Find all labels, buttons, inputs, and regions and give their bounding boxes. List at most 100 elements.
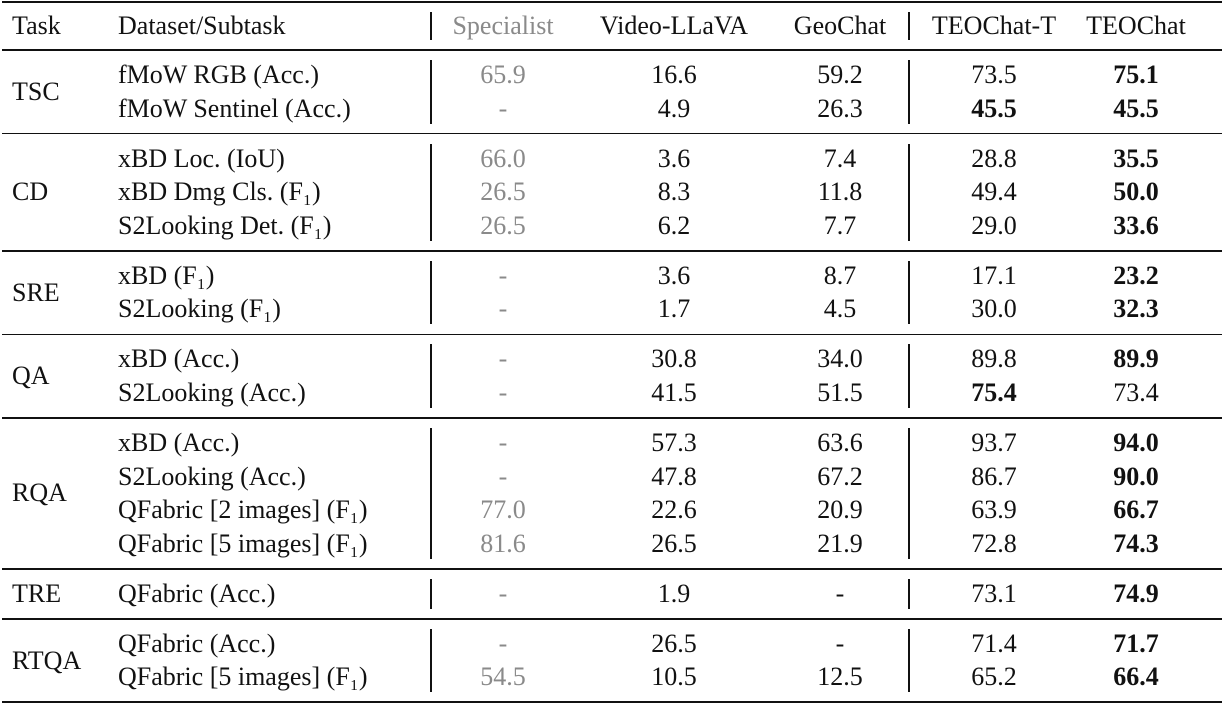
score-cell: 81.6 <box>480 528 526 558</box>
score-cell: 12.5 <box>817 662 863 692</box>
score-cell: 3.6 <box>657 260 691 290</box>
group-rule <box>2 333 1222 336</box>
score-cell: 75.4 <box>971 378 1017 407</box>
column-divider <box>430 628 432 693</box>
score-cell: 16.6 <box>651 60 697 89</box>
column-header: Video-LLaVA <box>599 11 749 40</box>
score-cell: 3.6 <box>657 143 691 173</box>
group-rule <box>2 618 1222 620</box>
score-cell: 74.9 <box>1113 578 1159 608</box>
task-label: TRE <box>12 578 62 608</box>
score-cell: 33.6 <box>1113 210 1159 240</box>
task-label: CD <box>12 177 49 207</box>
score-cell: 73.4 <box>1113 378 1159 407</box>
score-cell: - <box>498 378 508 407</box>
score-cell: 28.8 <box>971 143 1017 173</box>
dataset-label: fMoW Sentinel (Acc.) <box>118 93 351 123</box>
group-rule <box>2 568 1222 570</box>
score-cell: 71.7 <box>1113 628 1159 658</box>
dataset-label: xBD (F₁) <box>118 260 215 290</box>
score-cell: 57.3 <box>651 428 697 457</box>
score-cell: 10.5 <box>651 662 697 692</box>
score-cell: 86.7 <box>971 461 1017 491</box>
column-divider <box>430 428 432 559</box>
dataset-label: S2Looking Det. (F₁) <box>118 210 332 240</box>
group-rule <box>2 417 1222 419</box>
score-cell: 50.0 <box>1113 177 1159 207</box>
task-label: SRE <box>12 277 60 307</box>
column-divider <box>430 344 432 408</box>
score-cell: 45.5 <box>971 93 1017 123</box>
column-divider <box>908 60 910 124</box>
column-divider <box>908 143 910 241</box>
score-cell: 8.3 <box>657 177 691 207</box>
score-cell: 73.1 <box>971 578 1017 608</box>
score-cell: - <box>498 578 508 608</box>
score-cell: 7.7 <box>823 210 857 240</box>
score-cell: - <box>498 344 508 374</box>
dataset-label: QFabric [2 images] (F₁) <box>118 495 368 525</box>
column-header: Dataset/Subtask <box>118 11 286 40</box>
score-cell: 26.5 <box>480 210 526 240</box>
column-divider <box>908 12 910 40</box>
score-cell: 8.7 <box>823 260 857 290</box>
group-rule <box>2 132 1222 135</box>
group-rule <box>2 250 1222 252</box>
score-cell: 4.5 <box>823 294 857 324</box>
score-cell: 32.3 <box>1113 294 1159 324</box>
score-cell: - <box>498 628 508 658</box>
score-cell: 20.9 <box>817 495 863 525</box>
group-rule <box>2 49 1222 51</box>
score-cell: 21.9 <box>817 528 863 558</box>
score-cell: 6.2 <box>657 210 691 240</box>
score-cell: 89.8 <box>971 344 1017 374</box>
column-divider <box>430 60 432 124</box>
score-cell: 72.8 <box>971 528 1017 558</box>
task-label: RQA <box>12 478 67 508</box>
column-header: TEOChat-T <box>931 11 1057 40</box>
dataset-label: fMoW RGB (Acc.) <box>118 60 319 89</box>
score-cell: 77.0 <box>480 495 526 525</box>
score-cell: - <box>498 428 508 457</box>
score-cell: 29.0 <box>971 210 1017 240</box>
score-cell: 65.2 <box>971 662 1017 692</box>
dataset-label: xBD (Acc.) <box>118 428 240 457</box>
score-cell: 4.9 <box>657 93 691 123</box>
task-label: QA <box>12 361 50 391</box>
column-divider <box>430 143 432 241</box>
dataset-label: QFabric (Acc.) <box>118 628 276 658</box>
score-cell: 59.2 <box>817 60 863 89</box>
score-cell: - <box>835 628 845 658</box>
score-cell: 45.5 <box>1113 93 1159 123</box>
score-cell: 63.6 <box>817 428 863 457</box>
score-cell: 75.1 <box>1113 60 1159 89</box>
score-cell: 41.5 <box>651 378 697 407</box>
score-cell: 67.2 <box>817 461 863 491</box>
score-cell: 66.7 <box>1113 495 1159 525</box>
score-cell: 23.2 <box>1113 260 1159 290</box>
score-cell: 94.0 <box>1113 428 1159 457</box>
score-cell: 22.6 <box>651 495 697 525</box>
score-cell: - <box>835 578 845 608</box>
dataset-label: QFabric [5 images] (F₁) <box>118 662 368 692</box>
dataset-label: S2Looking (F₁) <box>118 294 281 324</box>
score-cell: 54.5 <box>480 662 526 692</box>
score-cell: - <box>498 294 508 324</box>
column-divider <box>430 260 432 325</box>
score-cell: - <box>498 260 508 290</box>
score-cell: - <box>498 93 508 123</box>
score-cell: 7.4 <box>823 143 857 173</box>
score-cell: 26.5 <box>651 628 697 658</box>
column-header: TEOChat <box>1086 11 1186 40</box>
column-divider <box>908 628 910 693</box>
bottom-rule <box>2 701 1222 704</box>
score-cell: 74.3 <box>1113 528 1159 558</box>
score-cell: 1.7 <box>657 294 691 324</box>
score-cell: 93.7 <box>971 428 1017 457</box>
score-cell: 73.5 <box>971 60 1017 89</box>
task-label: RTQA <box>12 645 82 675</box>
dataset-label: xBD Loc. (IoU) <box>118 143 285 173</box>
score-cell: 47.8 <box>651 461 697 491</box>
score-cell: 51.5 <box>817 378 863 407</box>
